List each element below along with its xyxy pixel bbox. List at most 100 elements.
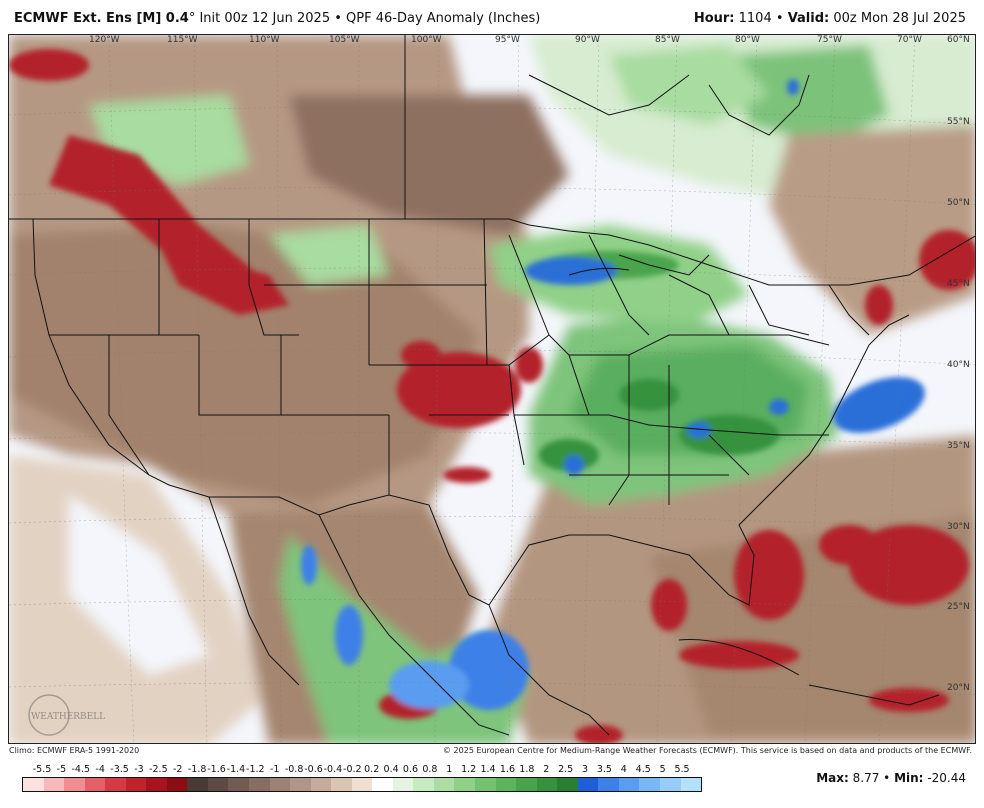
colorbar-tick-label: -3 [134, 764, 144, 775]
colorbar-swatch [516, 778, 537, 791]
colorbar-tick-label: -5.5 [32, 764, 52, 775]
colorbar-tick-label: -2.5 [149, 764, 168, 775]
max-min-stats: Max: 8.77 • Min: -20.44 [816, 771, 966, 785]
colorbar-labels: -5.5 -5 -4.5 -4 -3.5 -3 -2.5 -2 -1.8 -1.6 -1.4 -1.2… [22, 764, 702, 776]
valid-info: Hour: 1104 • Valid: 00z Mon 28 Jul 2025 [694, 11, 966, 26]
lat-label-60n: 60°N [947, 35, 970, 45]
colorbar-tick-label: -1.4 [226, 764, 246, 775]
watermark-logo: WEATHERBELL [28, 694, 105, 736]
colorbar-tick-label: 3.5 [596, 764, 612, 775]
copyright-note: © 2025 European Centre for Medium-Range … [443, 746, 972, 755]
stats-separator: • [883, 771, 891, 785]
lat-label-40n: 40°N [947, 360, 970, 370]
colorbar-tick-label: 1.8 [519, 764, 535, 775]
colorbar-tick-label: 5 [659, 764, 666, 775]
colorbar-swatch [331, 778, 352, 791]
colorbar-swatch [166, 778, 188, 791]
header: ECMWF Ext. Ens [M] 0.4° Init 00z 12 Jun … [0, 0, 984, 34]
colorbar-swatch [84, 778, 106, 791]
colorbar-tick-label: -0.4 [323, 764, 343, 775]
colorbar-tick-label: 0.6 [402, 764, 419, 775]
colorbar-tick-label: 1.4 [480, 764, 496, 775]
colorbar-tick-label: 4.5 [635, 764, 651, 775]
colorbar-swatch [269, 778, 291, 791]
political-boundaries [9, 35, 975, 736]
colorbar-swatch [125, 778, 147, 791]
lat-label-30n: 30°N [947, 522, 970, 532]
lon-label-70w: 70°W [897, 35, 922, 45]
colorbar-swatch [433, 778, 455, 791]
lat-label-35n: 35°N [947, 441, 970, 451]
valid-value: 00z Mon 28 Jul 2025 [833, 11, 966, 26]
colorbar-tick-label: 2 [543, 764, 550, 775]
colorbar-swatch [187, 778, 208, 791]
valid-label: Valid: [787, 11, 830, 26]
model-name: ECMWF Ext. Ens [M] 0.4 [14, 11, 189, 26]
colorbar-tick-label: -5 [56, 764, 67, 775]
lon-label-100w: 100°W [411, 35, 442, 45]
colorbar-swatch [413, 778, 434, 791]
colorbar-tick-label: -2 [173, 764, 183, 775]
init-time: Init 00z 12 Jun 2025 [199, 11, 331, 26]
lon-label-85w: 85°W [655, 35, 680, 45]
colorbar-swatch [146, 778, 167, 791]
lon-label-90w: 90°W [575, 35, 600, 45]
colorbar-tick-label: -4 [95, 764, 105, 775]
map-panel: WEATHERBELL 120°W 115°W 110°W 105°W 100°… [8, 34, 976, 744]
colorbar-swatch [577, 778, 599, 791]
colorbar-swatch [372, 778, 393, 791]
min-value: -20.44 [927, 771, 966, 785]
colorbar-swatch [495, 778, 517, 791]
colorbar-tick-label: -0.8 [284, 764, 304, 775]
colorbar-tick-label: 1.2 [461, 764, 477, 775]
colorbar-swatch [207, 778, 229, 791]
degree-mark: ° [188, 11, 196, 26]
colorbar-swatch [351, 778, 373, 791]
colorbar-swatch [659, 778, 681, 791]
hour-label: Hour: [693, 11, 735, 26]
colorbar-tick-label: 3 [581, 764, 589, 775]
lat-label-45n: 45°N [947, 279, 970, 289]
colorbar-tick-label: 0.4 [383, 764, 399, 775]
lon-label-110w: 110°W [249, 35, 280, 45]
colorbar-swatch [310, 778, 332, 791]
colorbar-tick-label: -0.2 [343, 764, 362, 775]
colorbar-tick-label: 4 [620, 764, 627, 775]
colorbar [22, 777, 702, 792]
colorbar-swatch [249, 778, 270, 791]
valid-separator: • [775, 11, 784, 26]
max-label: Max: [816, 771, 849, 785]
product-name: QPF 46-Day Anomaly (Inches) [346, 11, 541, 26]
colorbar-tick-label: 2.5 [558, 764, 574, 775]
colorbar-tick-label: -1.2 [246, 764, 265, 775]
colorbar-swatch [105, 778, 126, 791]
title-separator: • [334, 11, 342, 26]
lat-label-20n: 20°N [947, 683, 970, 693]
colorbar-tick-label: 0.8 [422, 764, 438, 775]
min-label: Min: [894, 771, 924, 785]
colorbar-tick-label: -3.5 [110, 764, 129, 775]
colorbar-swatch [64, 778, 85, 791]
lat-label-25n: 25°N [947, 602, 970, 612]
colorbar-tick-label: -0.6 [304, 764, 323, 775]
colorbar-tick-label: 1 [446, 764, 453, 775]
anomaly-map: WEATHERBELL [9, 35, 975, 743]
lat-label-50n: 50°N [947, 198, 970, 208]
colorbar-tick-label: 0.2 [364, 764, 380, 775]
colorbar-swatch [639, 778, 660, 791]
colorbar-tick-label: 5.5 [674, 764, 690, 775]
lon-label-120w: 120°W [89, 35, 120, 45]
max-value: 8.77 [852, 771, 880, 785]
lon-label-105w: 105°W [329, 35, 360, 45]
lon-label-80w: 80°W [735, 35, 760, 45]
colorbar-swatch [454, 778, 476, 791]
colorbar-swatch [618, 778, 640, 791]
colorbar-tick-label: -4.5 [71, 764, 91, 775]
colorbar-tick-label: 1.6 [499, 764, 516, 775]
climo-note: Climo: ECMWF ERA-5 1991-2020 [9, 746, 140, 755]
colorbar-swatch [43, 778, 65, 791]
hour-value: 1104 [738, 11, 772, 26]
colorbar-tick-label: -1.6 [207, 764, 226, 775]
lon-label-95w: 95°W [495, 35, 520, 45]
colorbar-swatch [680, 778, 702, 791]
